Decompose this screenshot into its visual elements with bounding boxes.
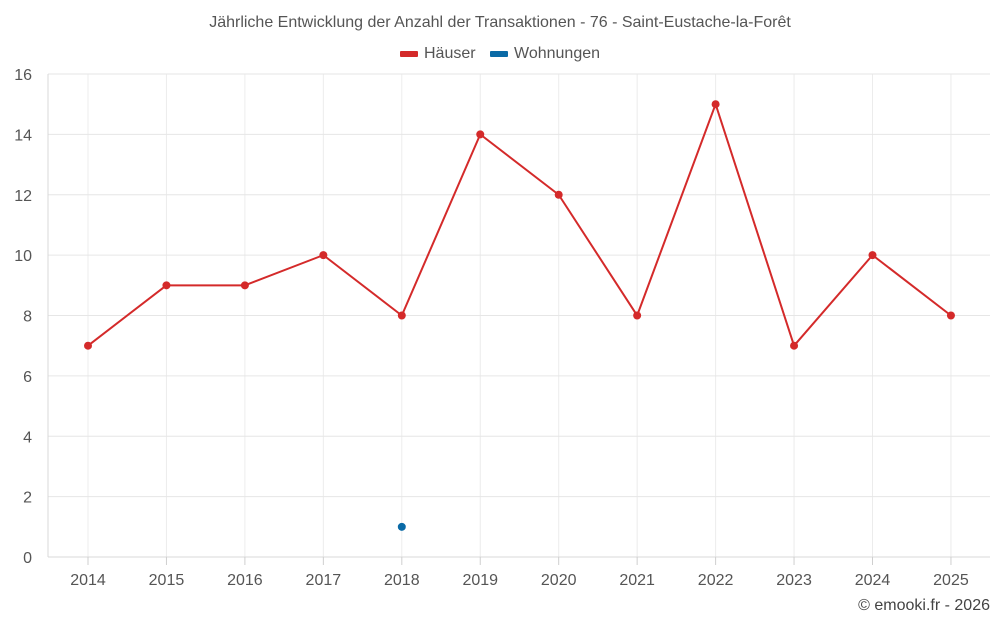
y-tick-label: 4	[23, 429, 32, 446]
data-point-wohnungen	[397, 522, 406, 531]
y-tick-label: 8	[23, 309, 32, 326]
chart-legend: Häuser Wohnungen	[0, 44, 1000, 63]
data-point-haeuser	[946, 311, 955, 320]
y-tick-label: 14	[14, 127, 32, 144]
x-tick-label: 2024	[855, 572, 891, 589]
data-point-haeuser	[711, 100, 720, 109]
data-point-haeuser	[397, 311, 406, 320]
y-tick-label: 16	[14, 67, 32, 84]
x-tick-label: 2014	[70, 572, 106, 589]
y-tick-label: 10	[14, 248, 32, 265]
x-tick-label: 2021	[619, 572, 655, 589]
x-tick-label: 2017	[306, 572, 342, 589]
y-tick-label: 2	[23, 490, 32, 507]
data-point-haeuser	[162, 281, 171, 290]
x-tick-label: 2022	[698, 572, 734, 589]
data-point-haeuser	[240, 281, 249, 290]
data-point-haeuser	[476, 130, 485, 139]
credit-text: © emooki.fr - 2026	[858, 597, 990, 614]
data-point-haeuser	[554, 190, 563, 199]
legend-label-haeuser: Häuser	[423, 45, 476, 62]
y-tick-label: 6	[23, 369, 32, 386]
series-line-haeuser	[87, 103, 952, 347]
x-tick-label: 2015	[149, 572, 185, 589]
x-tick-label: 2023	[776, 572, 812, 589]
data-point-haeuser	[319, 251, 328, 260]
y-tick-label: 12	[14, 188, 32, 205]
y-tick-label: 0	[23, 550, 32, 567]
chart-title: Jährliche Entwicklung der Anzahl der Tra…	[209, 14, 791, 31]
legend-item-haeuser[interactable]: Häuser	[399, 45, 476, 63]
x-tick-label: 2018	[384, 572, 420, 589]
legend-swatch-wohnungen	[490, 51, 509, 57]
data-point-haeuser	[84, 341, 92, 350]
legend-swatch-haeuser	[399, 51, 418, 57]
legend-label-wohnungen: Wohnungen	[514, 45, 601, 62]
legend-item-wohnungen[interactable]: Wohnungen	[490, 45, 600, 63]
x-tick-label: 2016	[227, 572, 263, 589]
data-point-haeuser	[633, 311, 642, 320]
x-tick-label: 2019	[462, 572, 498, 589]
x-tick-label: 2025	[933, 572, 969, 589]
data-point-haeuser	[868, 251, 877, 260]
x-tick-label: 2020	[541, 572, 577, 589]
data-point-haeuser	[790, 341, 799, 350]
